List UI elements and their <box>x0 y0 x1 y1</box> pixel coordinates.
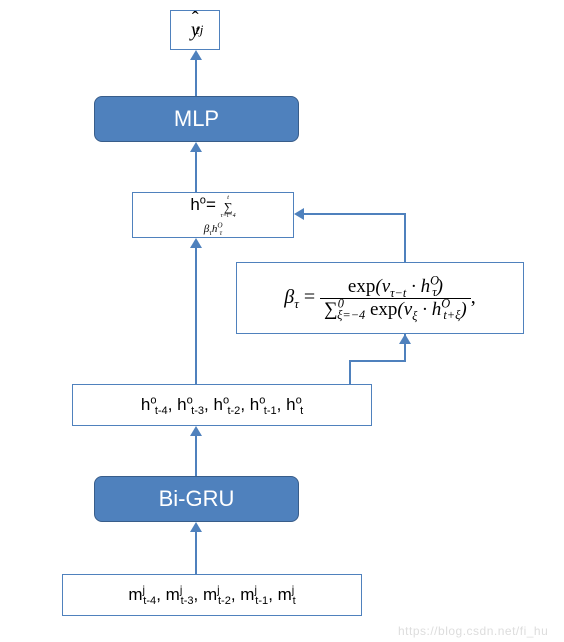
mlp-label: MLP <box>174 106 219 132</box>
m-sequence-node: mjt-4, mjt-3, mjt-2, mjt-1, mjt <box>62 574 362 616</box>
mseq-to-bigru-head <box>190 522 202 532</box>
h-seq-text: hot-4, hot-3, hot-2, hot-1, hot <box>141 395 303 415</box>
hosum-to-mlp-line <box>195 152 197 192</box>
hseq-to-hosum-line <box>195 248 197 384</box>
mlp-to-output-line <box>195 60 197 96</box>
mlp-block: MLP <box>94 96 299 142</box>
bigru-to-hseq-line <box>195 436 197 476</box>
hseq-to-hosum-head <box>190 238 202 248</box>
diagram-canvas: { "colors": { "node_fill": "#4f81bd", "n… <box>0 0 564 642</box>
beta-expr: βτ = exp(vτ−t · hOτ) ∑0ξ=−4 exp(vξ · hOt… <box>284 276 475 321</box>
bigru-to-hseq-head <box>190 426 202 436</box>
mseq-to-bigru-line <box>195 532 197 574</box>
m-seq-text: mjt-4, mjt-3, mjt-2, mjt-1, mjt <box>128 585 295 605</box>
output-symbol: ˆy <box>191 19 200 42</box>
hosum-to-mlp-head <box>190 142 202 152</box>
hseq-to-beta-head <box>399 334 411 344</box>
output-node: ˆy jt <box>170 10 220 50</box>
mlp-to-output-head <box>190 50 202 60</box>
hseq-to-beta-seg2 <box>349 360 405 362</box>
ho-sum-expr: ho= t ∑ τ=t−4 βτhOτ <box>180 195 246 236</box>
beta-to-hosum-seg2 <box>304 213 406 215</box>
bigru-block: Bi-GRU <box>94 476 299 522</box>
beta-to-hosum-head <box>294 208 304 220</box>
hseq-to-beta-seg1 <box>349 360 351 384</box>
beta-formula-node: βτ = exp(vτ−t · hOτ) ∑0ξ=−4 exp(vξ · hOt… <box>236 262 524 334</box>
watermark-text: https://blog.csdn.net/fi_hu <box>398 624 548 638</box>
ho-sum-node: ho= t ∑ τ=t−4 βτhOτ <box>132 192 294 238</box>
beta-to-hosum-seg1 <box>404 213 406 262</box>
h-sequence-node: hot-4, hot-3, hot-2, hot-1, hot <box>72 384 372 426</box>
bigru-label: Bi-GRU <box>159 486 235 512</box>
